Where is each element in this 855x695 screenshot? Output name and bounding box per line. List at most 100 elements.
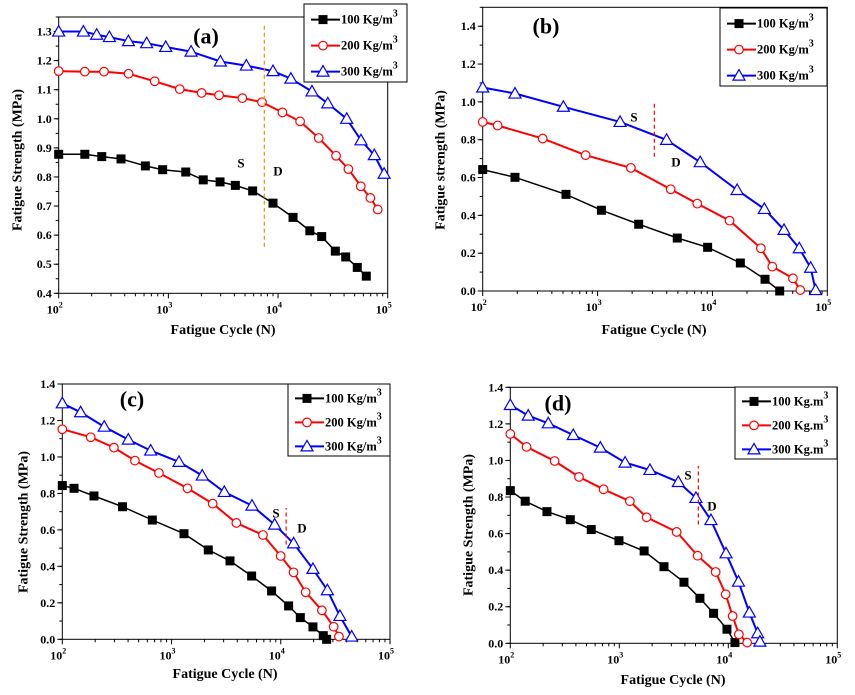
x-tick-base: 10 bbox=[378, 648, 390, 662]
data-point bbox=[720, 589, 731, 600]
data-point bbox=[561, 189, 571, 199]
legend-item: 200 Kg/m3 bbox=[311, 35, 398, 53]
x-tick-base: 10 bbox=[471, 300, 483, 314]
y-tick-label: 1.2 bbox=[488, 417, 503, 431]
x-tick-label: 102 bbox=[498, 650, 514, 666]
data-point bbox=[97, 152, 107, 162]
data-point bbox=[69, 483, 79, 493]
data-point bbox=[730, 638, 740, 648]
x-tick-label: 105 bbox=[378, 646, 394, 662]
data-point bbox=[365, 193, 376, 203]
data-point bbox=[265, 63, 281, 77]
data-point bbox=[181, 167, 191, 177]
data-point bbox=[182, 483, 193, 494]
y-tick-label: 0.8 bbox=[461, 133, 476, 147]
y-tick-label: 0.2 bbox=[40, 596, 55, 610]
legend-label: 100 Kg/m3 bbox=[757, 13, 814, 31]
legend-item: 100 Kg/m3 bbox=[295, 387, 382, 405]
data-point bbox=[724, 215, 735, 226]
data-point bbox=[295, 116, 306, 127]
legend-label: 300 Kg/m3 bbox=[341, 61, 398, 79]
legend-label: 100 Kg/m3 bbox=[325, 387, 382, 405]
data-point bbox=[775, 286, 785, 296]
data-point bbox=[659, 562, 669, 572]
data-point bbox=[215, 177, 225, 187]
y-tick-label: 1.2 bbox=[40, 413, 55, 427]
x-tick-label: 102 bbox=[50, 646, 66, 662]
data-point bbox=[521, 442, 532, 452]
data-point bbox=[718, 546, 734, 559]
data-point bbox=[320, 96, 335, 109]
data-point bbox=[355, 181, 366, 192]
legend-label-sup: 3 bbox=[823, 438, 828, 449]
data-point bbox=[703, 512, 718, 526]
x-tick-label: 102 bbox=[471, 298, 487, 314]
data-point bbox=[377, 166, 392, 179]
data-point bbox=[230, 180, 240, 190]
legend-item: 200 Kg/m3 bbox=[295, 411, 382, 429]
y-tick-label: 1.2 bbox=[37, 54, 52, 68]
legend-label-text: 200 Kg/m bbox=[341, 39, 393, 53]
data-point bbox=[284, 601, 294, 611]
data-point bbox=[304, 84, 320, 97]
data-point bbox=[742, 637, 753, 648]
data-point bbox=[671, 474, 686, 488]
panel-label: (c) bbox=[120, 387, 144, 412]
data-point bbox=[808, 282, 823, 296]
data-point bbox=[283, 71, 298, 84]
data-point bbox=[231, 518, 242, 528]
data-point bbox=[80, 149, 90, 159]
data-point bbox=[788, 273, 798, 284]
data-point bbox=[313, 133, 324, 143]
data-point bbox=[757, 201, 772, 215]
data-point bbox=[267, 586, 277, 596]
x-tick-label: 104 bbox=[700, 298, 716, 314]
data-point bbox=[692, 550, 703, 561]
legend-marker bbox=[749, 396, 759, 406]
data-point bbox=[372, 204, 383, 215]
region-label-s: S bbox=[237, 156, 244, 171]
legend-label-text: 200 Kg/m bbox=[325, 415, 377, 429]
legend-marker bbox=[731, 68, 747, 81]
data-point bbox=[154, 468, 164, 478]
data-point bbox=[140, 161, 150, 171]
x-axis-label: Fatigue Cycle (N) bbox=[173, 667, 278, 682]
data-point bbox=[57, 424, 68, 435]
y-tick-label: 1.2 bbox=[461, 57, 476, 71]
legend-label-text: 100 Kg.m bbox=[772, 394, 824, 408]
data-point bbox=[295, 613, 305, 623]
legend-marker bbox=[302, 393, 312, 403]
series-line bbox=[509, 404, 761, 642]
y-tick-label: 0.2 bbox=[488, 600, 503, 614]
x-tick-exp: 3 bbox=[168, 300, 172, 309]
data-point bbox=[343, 164, 354, 175]
data-point bbox=[277, 107, 288, 118]
data-point bbox=[795, 285, 806, 295]
x-tick-base: 10 bbox=[160, 648, 172, 662]
data-point bbox=[549, 456, 560, 466]
series-1 bbox=[57, 481, 332, 644]
data-point bbox=[742, 605, 757, 618]
data-point bbox=[803, 260, 818, 273]
data-point bbox=[305, 561, 320, 575]
data-point bbox=[730, 182, 745, 196]
data-point bbox=[332, 608, 347, 622]
legend-label-sup: 3 bbox=[377, 387, 382, 398]
data-point bbox=[596, 205, 606, 215]
x-tick-exp: 5 bbox=[837, 650, 841, 659]
legend-label-sup: 3 bbox=[823, 414, 828, 425]
y-tick-label: 0.6 bbox=[37, 228, 52, 242]
data-point bbox=[55, 396, 70, 409]
data-point bbox=[85, 432, 96, 443]
legend-label: 300 Kg.m3 bbox=[772, 438, 828, 456]
legend-label-sup: 3 bbox=[809, 13, 814, 24]
data-point bbox=[665, 184, 676, 195]
data-point bbox=[171, 454, 187, 467]
data-point bbox=[755, 243, 766, 254]
data-point bbox=[195, 468, 210, 481]
data-point bbox=[184, 44, 199, 57]
legend-marker bbox=[318, 40, 328, 51]
data-point bbox=[367, 147, 382, 161]
y-tick-label: 0.8 bbox=[37, 170, 52, 184]
